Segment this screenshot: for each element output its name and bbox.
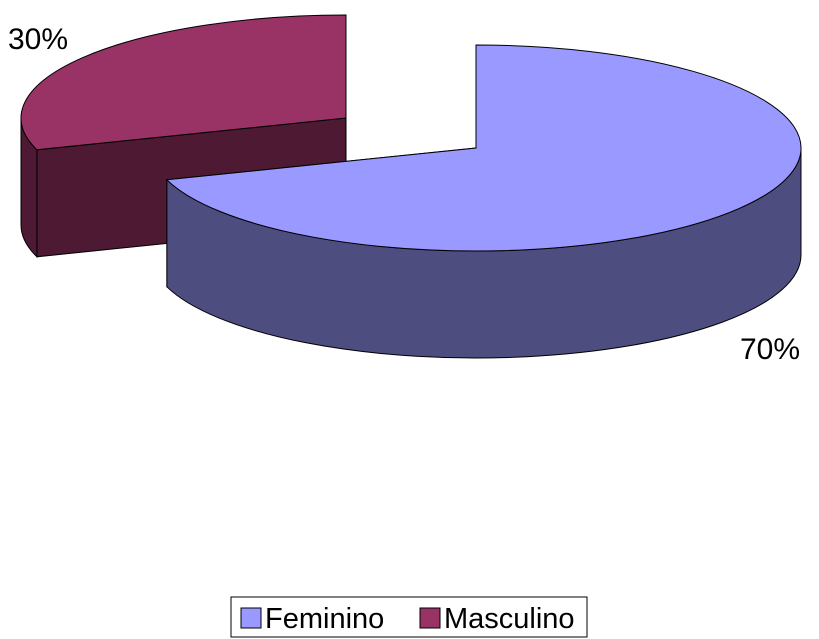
- slice-feminino: [165, 44, 802, 252]
- legend: Feminino Masculino: [230, 596, 588, 638]
- legend-box: [230, 596, 588, 638]
- pie-slices: [20, 14, 802, 359]
- legend-label-feminino: Feminino: [265, 603, 384, 635]
- legend-swatch-masculino: [419, 607, 441, 629]
- legend-label-masculino: Masculino: [444, 603, 575, 635]
- data-label-feminino: 70%: [740, 333, 800, 366]
- data-label-masculino: 30%: [8, 23, 68, 56]
- legend-swatch-feminino: [240, 607, 262, 629]
- slice-masculino: [20, 14, 347, 151]
